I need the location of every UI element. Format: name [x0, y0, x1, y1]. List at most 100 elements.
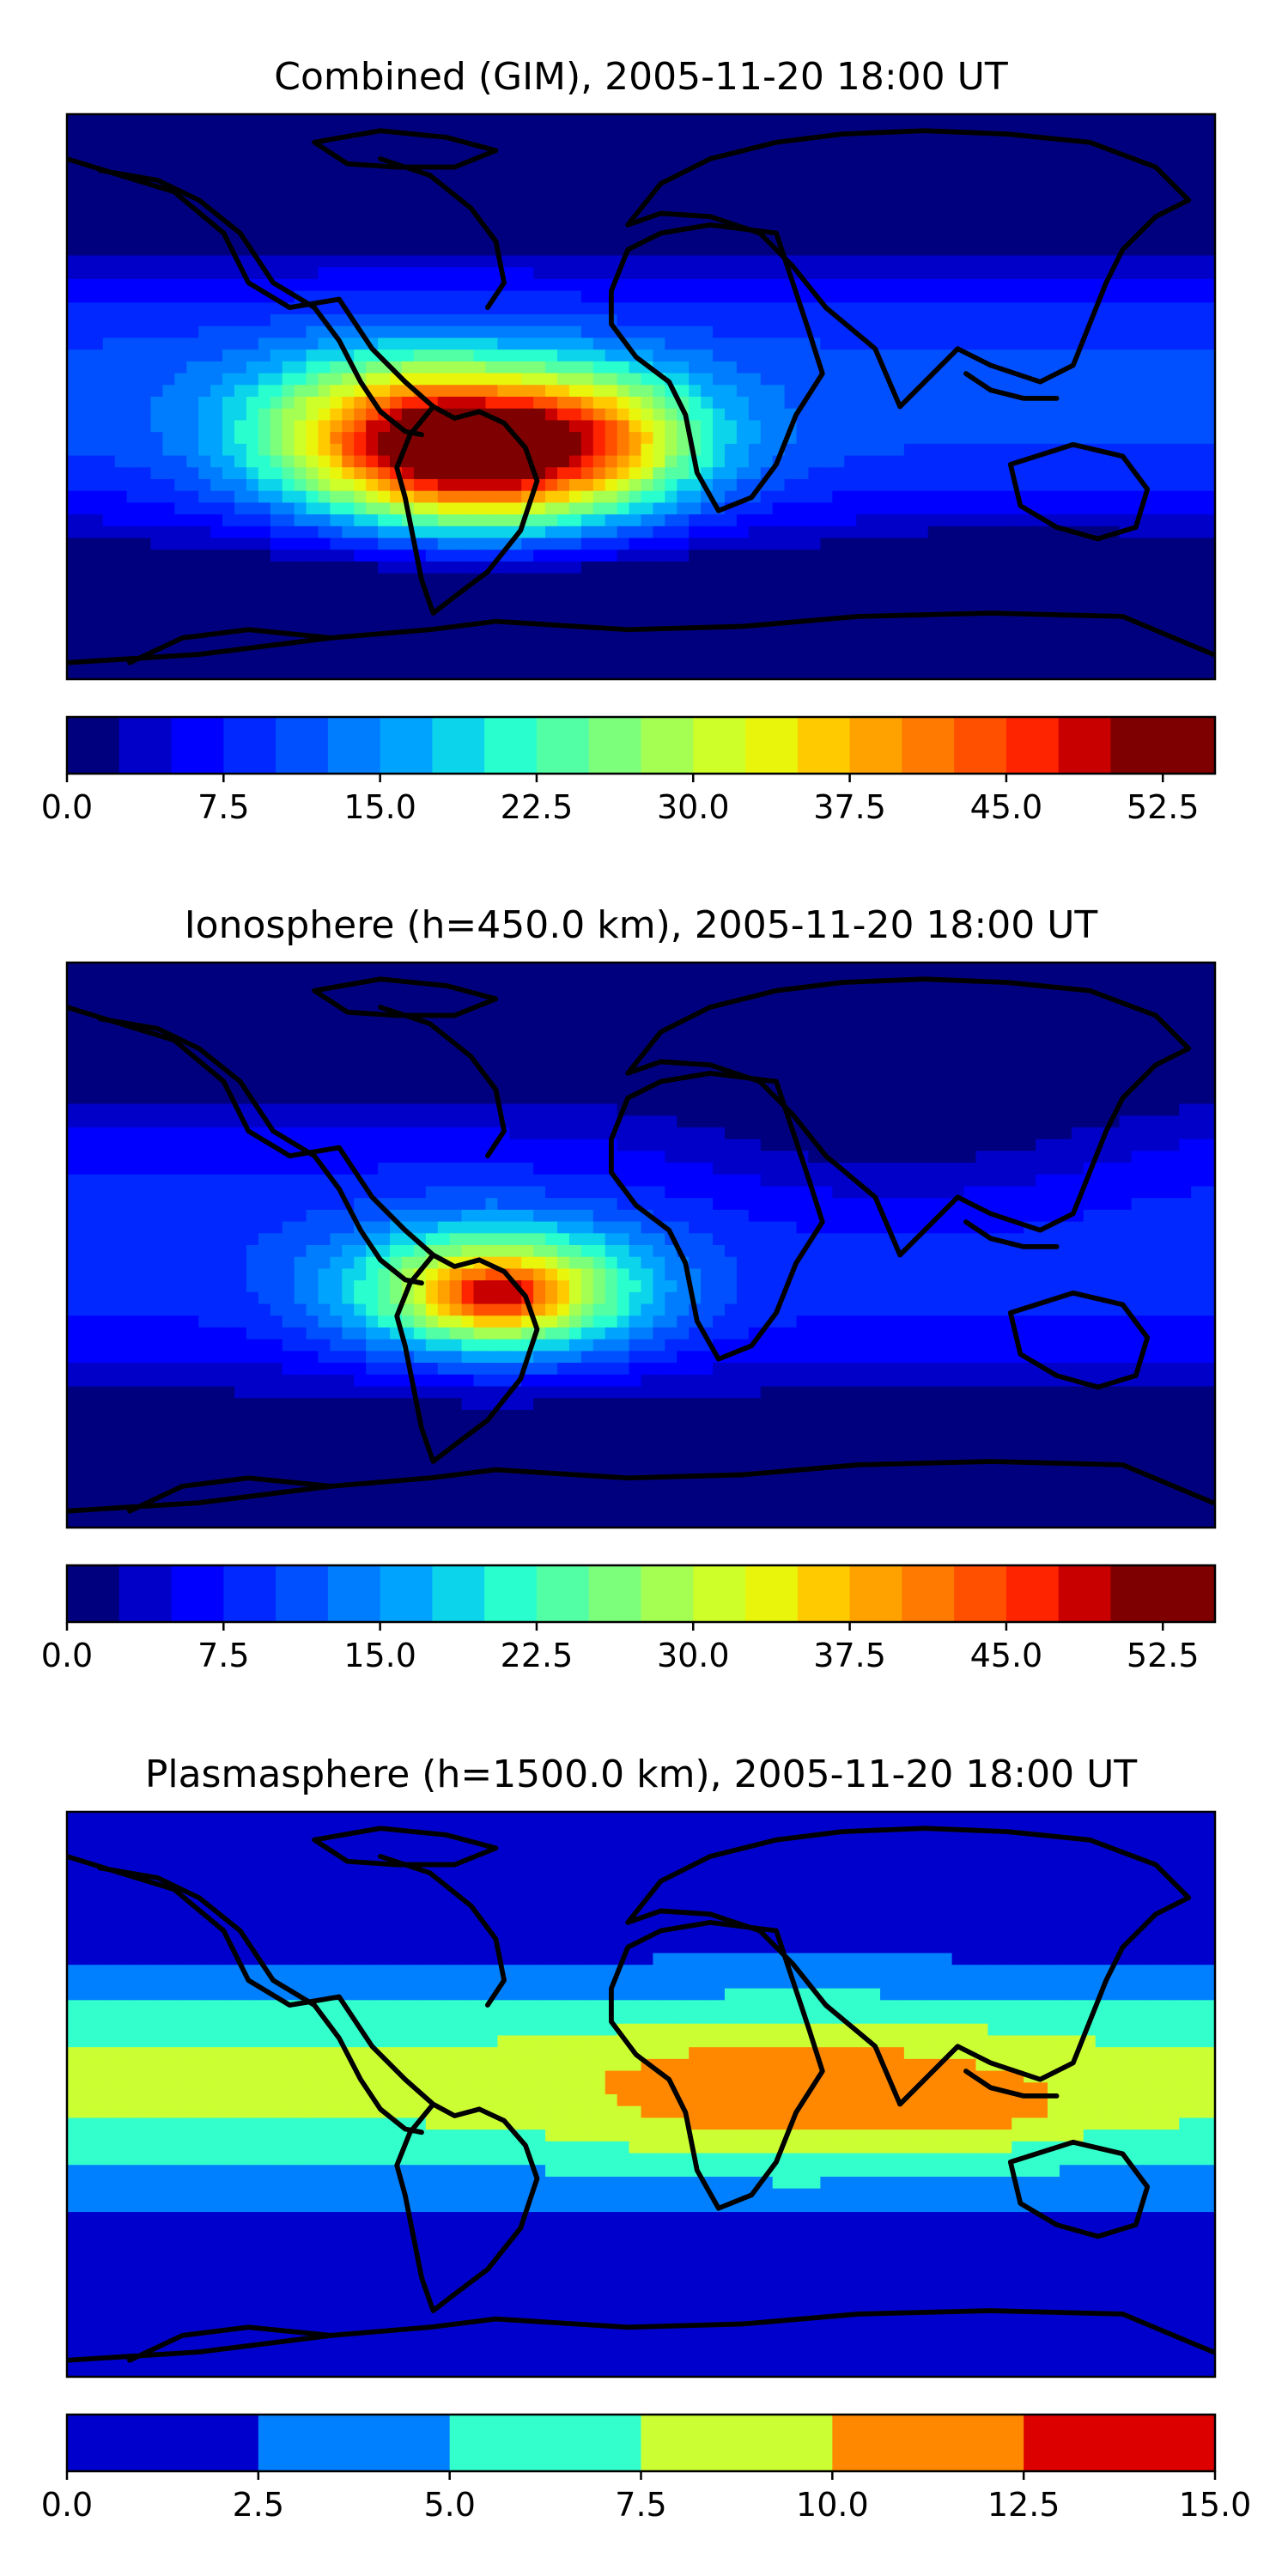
- field-cell: [282, 432, 295, 445]
- field-cell: [1107, 114, 1121, 127]
- field-cell: [1083, 420, 1097, 433]
- field-cell: [605, 408, 618, 422]
- field-cell: [880, 514, 893, 527]
- field-cell: [1048, 173, 1060, 186]
- field-cell: [557, 432, 570, 445]
- field-cell: [186, 385, 199, 398]
- field-cell: [580, 632, 594, 645]
- field-cell: [1083, 220, 1097, 233]
- field-cell: [760, 585, 774, 598]
- field-cell: [90, 986, 104, 999]
- field-cell: [701, 432, 714, 445]
- field-cell: [437, 243, 451, 257]
- field-cell: [126, 998, 140, 1011]
- field-cell: [784, 585, 798, 598]
- field-cell: [497, 185, 511, 197]
- field-cell: [592, 667, 606, 679]
- field-cell: [449, 432, 463, 445]
- field-cell: [927, 632, 941, 645]
- field-cell: [150, 196, 164, 210]
- field-cell: [186, 550, 199, 562]
- field-cell: [903, 314, 917, 327]
- colorbar-segment: [588, 717, 642, 774]
- field-cell: [963, 573, 977, 586]
- field-cell: [724, 443, 738, 457]
- field-cell: [617, 643, 630, 657]
- field-cell: [174, 373, 188, 386]
- field-cell: [378, 385, 391, 398]
- field-cell: [1048, 655, 1060, 669]
- field-cell: [366, 561, 379, 574]
- field-cell: [939, 314, 953, 327]
- field-cell: [784, 526, 798, 539]
- field-cell: [808, 514, 822, 527]
- field-cell: [306, 655, 319, 669]
- field-cell: [784, 361, 798, 374]
- field-cell: [665, 632, 678, 645]
- field-cell: [987, 349, 1001, 362]
- field-cell: [1095, 149, 1109, 162]
- field-cell: [629, 255, 642, 269]
- field-cell: [294, 267, 307, 280]
- field-cell: [461, 550, 475, 562]
- field-cell: [114, 963, 128, 975]
- field-cell: [605, 455, 618, 469]
- field-cell: [246, 526, 259, 539]
- field-cell: [198, 408, 211, 422]
- field-cell: [736, 478, 750, 492]
- field-cell: [557, 502, 570, 515]
- field-cell: [736, 137, 750, 150]
- field-cell: [1155, 467, 1169, 480]
- field-cell: [987, 420, 1001, 433]
- field-cell: [222, 514, 235, 527]
- field-cell: [114, 467, 128, 480]
- field-cell: [1119, 467, 1133, 480]
- field-cell: [629, 161, 642, 174]
- field-cell: [1191, 490, 1204, 504]
- field-cell: [473, 337, 487, 350]
- field-cell: [138, 243, 152, 257]
- field-cell: [186, 490, 199, 504]
- field-cell: [653, 998, 666, 1011]
- field-cell: [270, 538, 283, 551]
- field-cell: [545, 255, 558, 269]
- field-cell: [724, 632, 738, 645]
- field-cell: [258, 608, 271, 622]
- field-cell: [832, 514, 846, 527]
- field-cell: [1036, 149, 1048, 162]
- field-cell: [437, 114, 451, 127]
- field-cell: [915, 408, 929, 422]
- field-cell: [521, 667, 534, 679]
- field-cell: [282, 478, 295, 492]
- field-cell: [174, 408, 188, 422]
- field-cell: [1167, 325, 1181, 339]
- field-cell: [1143, 278, 1157, 292]
- field-cell: [760, 173, 774, 186]
- field-cell: [557, 467, 570, 480]
- field-cell: [1155, 255, 1169, 269]
- field-cell: [999, 278, 1013, 292]
- field-cell: [437, 196, 451, 210]
- field-cell: [880, 337, 893, 350]
- field-cell: [330, 373, 343, 386]
- field-cell: [1179, 149, 1192, 162]
- field-cell: [1131, 325, 1145, 339]
- field-cell: [832, 443, 846, 457]
- field-cell: [1059, 420, 1072, 433]
- field-cell: [939, 585, 953, 598]
- field-cell: [413, 255, 427, 269]
- field-cell: [1012, 408, 1024, 422]
- field-cell: [509, 963, 523, 975]
- field-cell: [927, 550, 941, 562]
- field-cell: [318, 349, 331, 362]
- field-cell: [629, 373, 642, 386]
- field-cell: [915, 986, 929, 999]
- field-cell: [294, 502, 307, 515]
- field-cell: [258, 149, 271, 162]
- field-cell: [796, 243, 810, 257]
- field-cell: [592, 314, 606, 327]
- field-cell: [844, 349, 857, 362]
- field-cell: [808, 573, 822, 586]
- field-cell: [210, 385, 223, 398]
- field-cell: [987, 526, 1001, 539]
